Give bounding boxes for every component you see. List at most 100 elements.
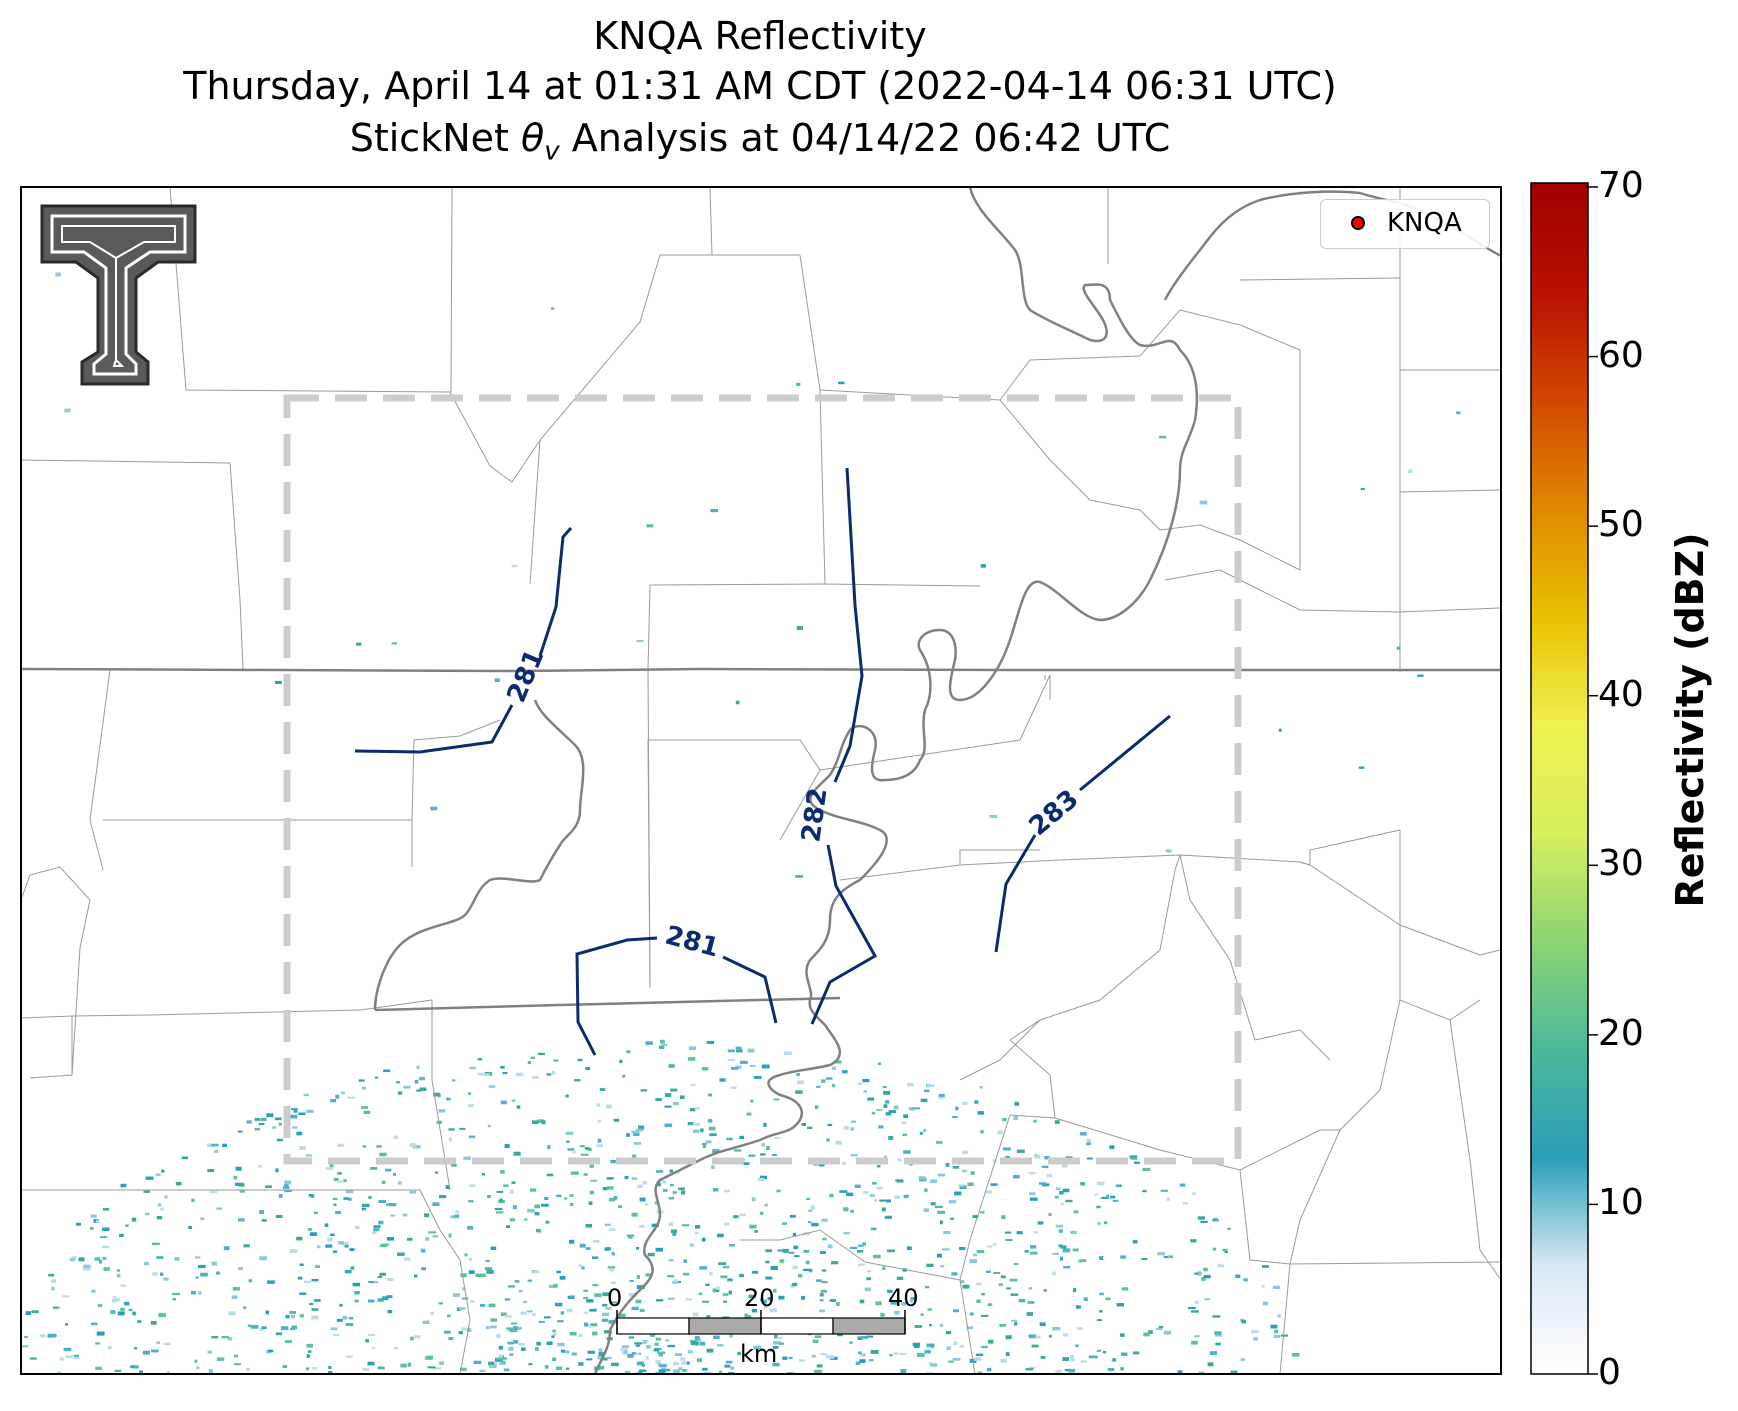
reflectivity-echo [1121,1376,1126,1379]
reflectivity-echo [940,1264,944,1268]
reflectivity-echo [654,1347,662,1351]
reflectivity-echo [297,1276,303,1280]
reflectivity-echo [633,1142,642,1145]
reflectivity-echo [693,1122,700,1126]
reflectivity-echo [538,1320,545,1323]
reflectivity-echo [1157,1252,1165,1256]
reflectivity-echo [458,1307,466,1310]
reflectivity-echo [566,1140,570,1143]
reflectivity-echo [736,1049,743,1053]
reflectivity-echo [560,1311,565,1315]
reflectivity-echo [735,1065,742,1069]
reflectivity-echo [1199,500,1208,505]
reflectivity-echo [506,1327,513,1330]
reflectivity-echo [878,1125,884,1129]
reflectivity-echo [333,1177,339,1182]
reflectivity-echo [306,1343,313,1348]
reflectivity-echo [735,700,740,705]
reflectivity-echo [1130,1157,1138,1160]
reflectivity-echo [569,1194,574,1197]
reflectivity-echo [973,1253,977,1257]
reflectivity-echo [409,1190,416,1194]
reflectivity-echo [362,1367,369,1371]
reflectivity-echo [296,1131,303,1136]
reflectivity-echo [943,1231,951,1235]
reflectivity-echo [142,1350,150,1355]
reflectivity-echo [939,1323,943,1327]
reflectivity-echo [397,1181,402,1185]
reflectivity-echo [481,1173,485,1176]
reflectivity-echo [272,1126,277,1129]
reflectivity-echo [494,678,500,682]
reflectivity-echo [636,1247,640,1250]
reflectivity-echo [870,1227,877,1231]
reflectivity-echo [1190,1310,1199,1313]
reflectivity-echo [924,1188,928,1192]
reflectivity-echo [1158,1325,1164,1329]
reflectivity-echo [624,1176,629,1180]
colorbar-bar [1530,182,1589,1375]
reflectivity-echo [705,1283,710,1286]
reflectivity-echo [31,1310,39,1314]
reflectivity-echo [608,1375,613,1378]
reflectivity-echo [261,1219,267,1222]
legend: KNQA [1320,199,1490,249]
reflectivity-echo [557,1378,563,1381]
reflectivity-echo [374,1076,379,1079]
reflectivity-echo [808,1209,813,1212]
reflectivity-echo [578,1264,583,1267]
reflectivity-echo [986,1270,991,1273]
reflectivity-echo [361,1207,366,1211]
reflectivity-echo [819,1293,824,1297]
reflectivity-echo [631,1212,638,1217]
reflectivity-echo [1270,1324,1278,1329]
reflectivity-echo [765,1276,773,1280]
reflectivity-echo [119,1233,124,1237]
reflectivity-echo [869,1359,874,1362]
reflectivity-echo [751,1197,756,1202]
reflectivity-echo [259,1256,268,1261]
reflectivity-echo [585,1247,591,1250]
reflectivity-echo [959,1345,964,1348]
reflectivity-echo [654,1342,659,1346]
reflectivity-echo [903,1114,909,1119]
reflectivity-echo [1080,1360,1087,1363]
reflectivity-echo [52,1306,60,1309]
reflectivity-echo [1086,1157,1093,1160]
reflectivity-echo [625,1370,631,1374]
reflectivity-echo [427,1366,436,1369]
reflectivity-echo [687,1057,696,1061]
reflectivity-echo [794,1376,802,1379]
reflectivity-echo [503,1184,509,1187]
reflectivity-echo [770,1266,778,1270]
reflectivity-echo [1076,1327,1083,1330]
reflectivity-echo [1027,1301,1035,1304]
reflectivity-echo [701,1300,709,1303]
reflectivity-echo [634,1342,643,1345]
reflectivity-echo [678,1187,685,1191]
reflectivity-echo [335,1211,342,1215]
reflectivity-echo [78,1257,85,1262]
reflectivity-echo [716,1286,720,1291]
reflectivity-echo [1119,1333,1125,1337]
reflectivity-echo [819,1352,828,1356]
reflectivity-echo [496,1190,503,1193]
reflectivity-echo [1065,1199,1073,1203]
theta-symbol: θ [520,116,545,160]
reflectivity-echo [788,1251,795,1254]
reflectivity-echo [1005,1335,1012,1340]
reflectivity-echo [900,1369,907,1373]
reflectivity-echo [757,1177,765,1182]
reflectivity-echo [407,1362,411,1367]
theta-v-contours [354,467,1171,1056]
reflectivity-echo [1251,1330,1259,1334]
reflectivity-echo [675,1171,680,1174]
reflectivity-echo [425,1237,430,1241]
reflectivity-echo [657,1351,665,1354]
reflectivity-echo [412,1145,421,1149]
reflectivity-echo [808,1268,813,1273]
reflectivity-echo [536,1341,541,1346]
reflectivity-echo [237,1130,243,1133]
reflectivity-echo [95,1366,102,1370]
reflectivity-echo [596,1144,603,1147]
